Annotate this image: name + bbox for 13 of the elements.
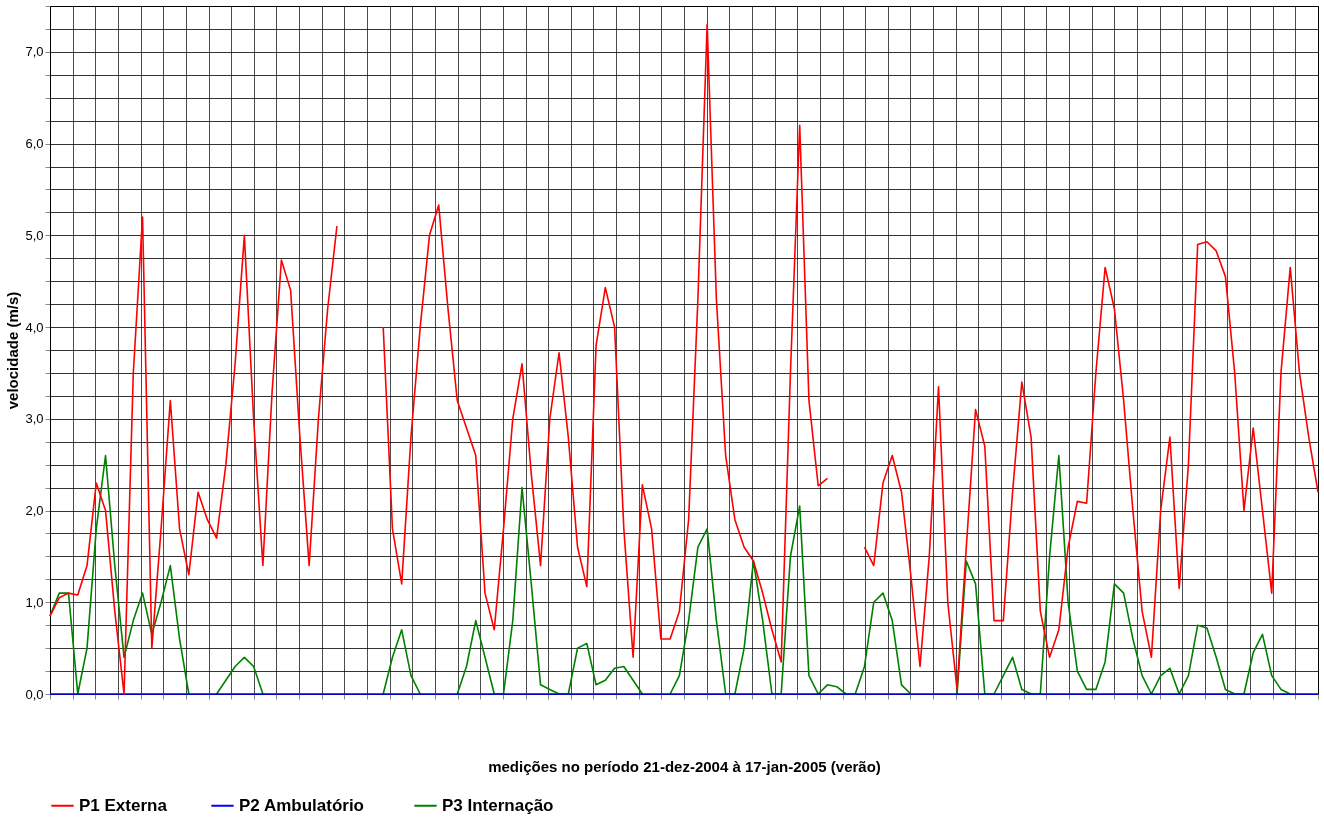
y-tick-label: 1,0	[25, 594, 44, 610]
y-axis-title: velocidade (m/s)	[4, 291, 22, 410]
legend-label: P3 Internação	[442, 795, 554, 815]
x-axis-title: medições no período 21-dez-2004 à 17-jan-2005 (verão)	[488, 758, 881, 775]
y-tick-label: 5,0	[25, 227, 44, 243]
y-tick-label: 7,0	[25, 44, 44, 60]
legend-label: P2 Ambulatório	[239, 795, 364, 815]
y-tick-label: 2,0	[25, 503, 44, 519]
y-tick-label: 3,0	[25, 411, 44, 427]
y-tick-label: 0,0	[25, 686, 44, 702]
legend-label: P1 Externa	[79, 795, 168, 815]
y-tick-label: 6,0	[25, 136, 44, 152]
y-tick-label: 4,0	[25, 319, 44, 335]
